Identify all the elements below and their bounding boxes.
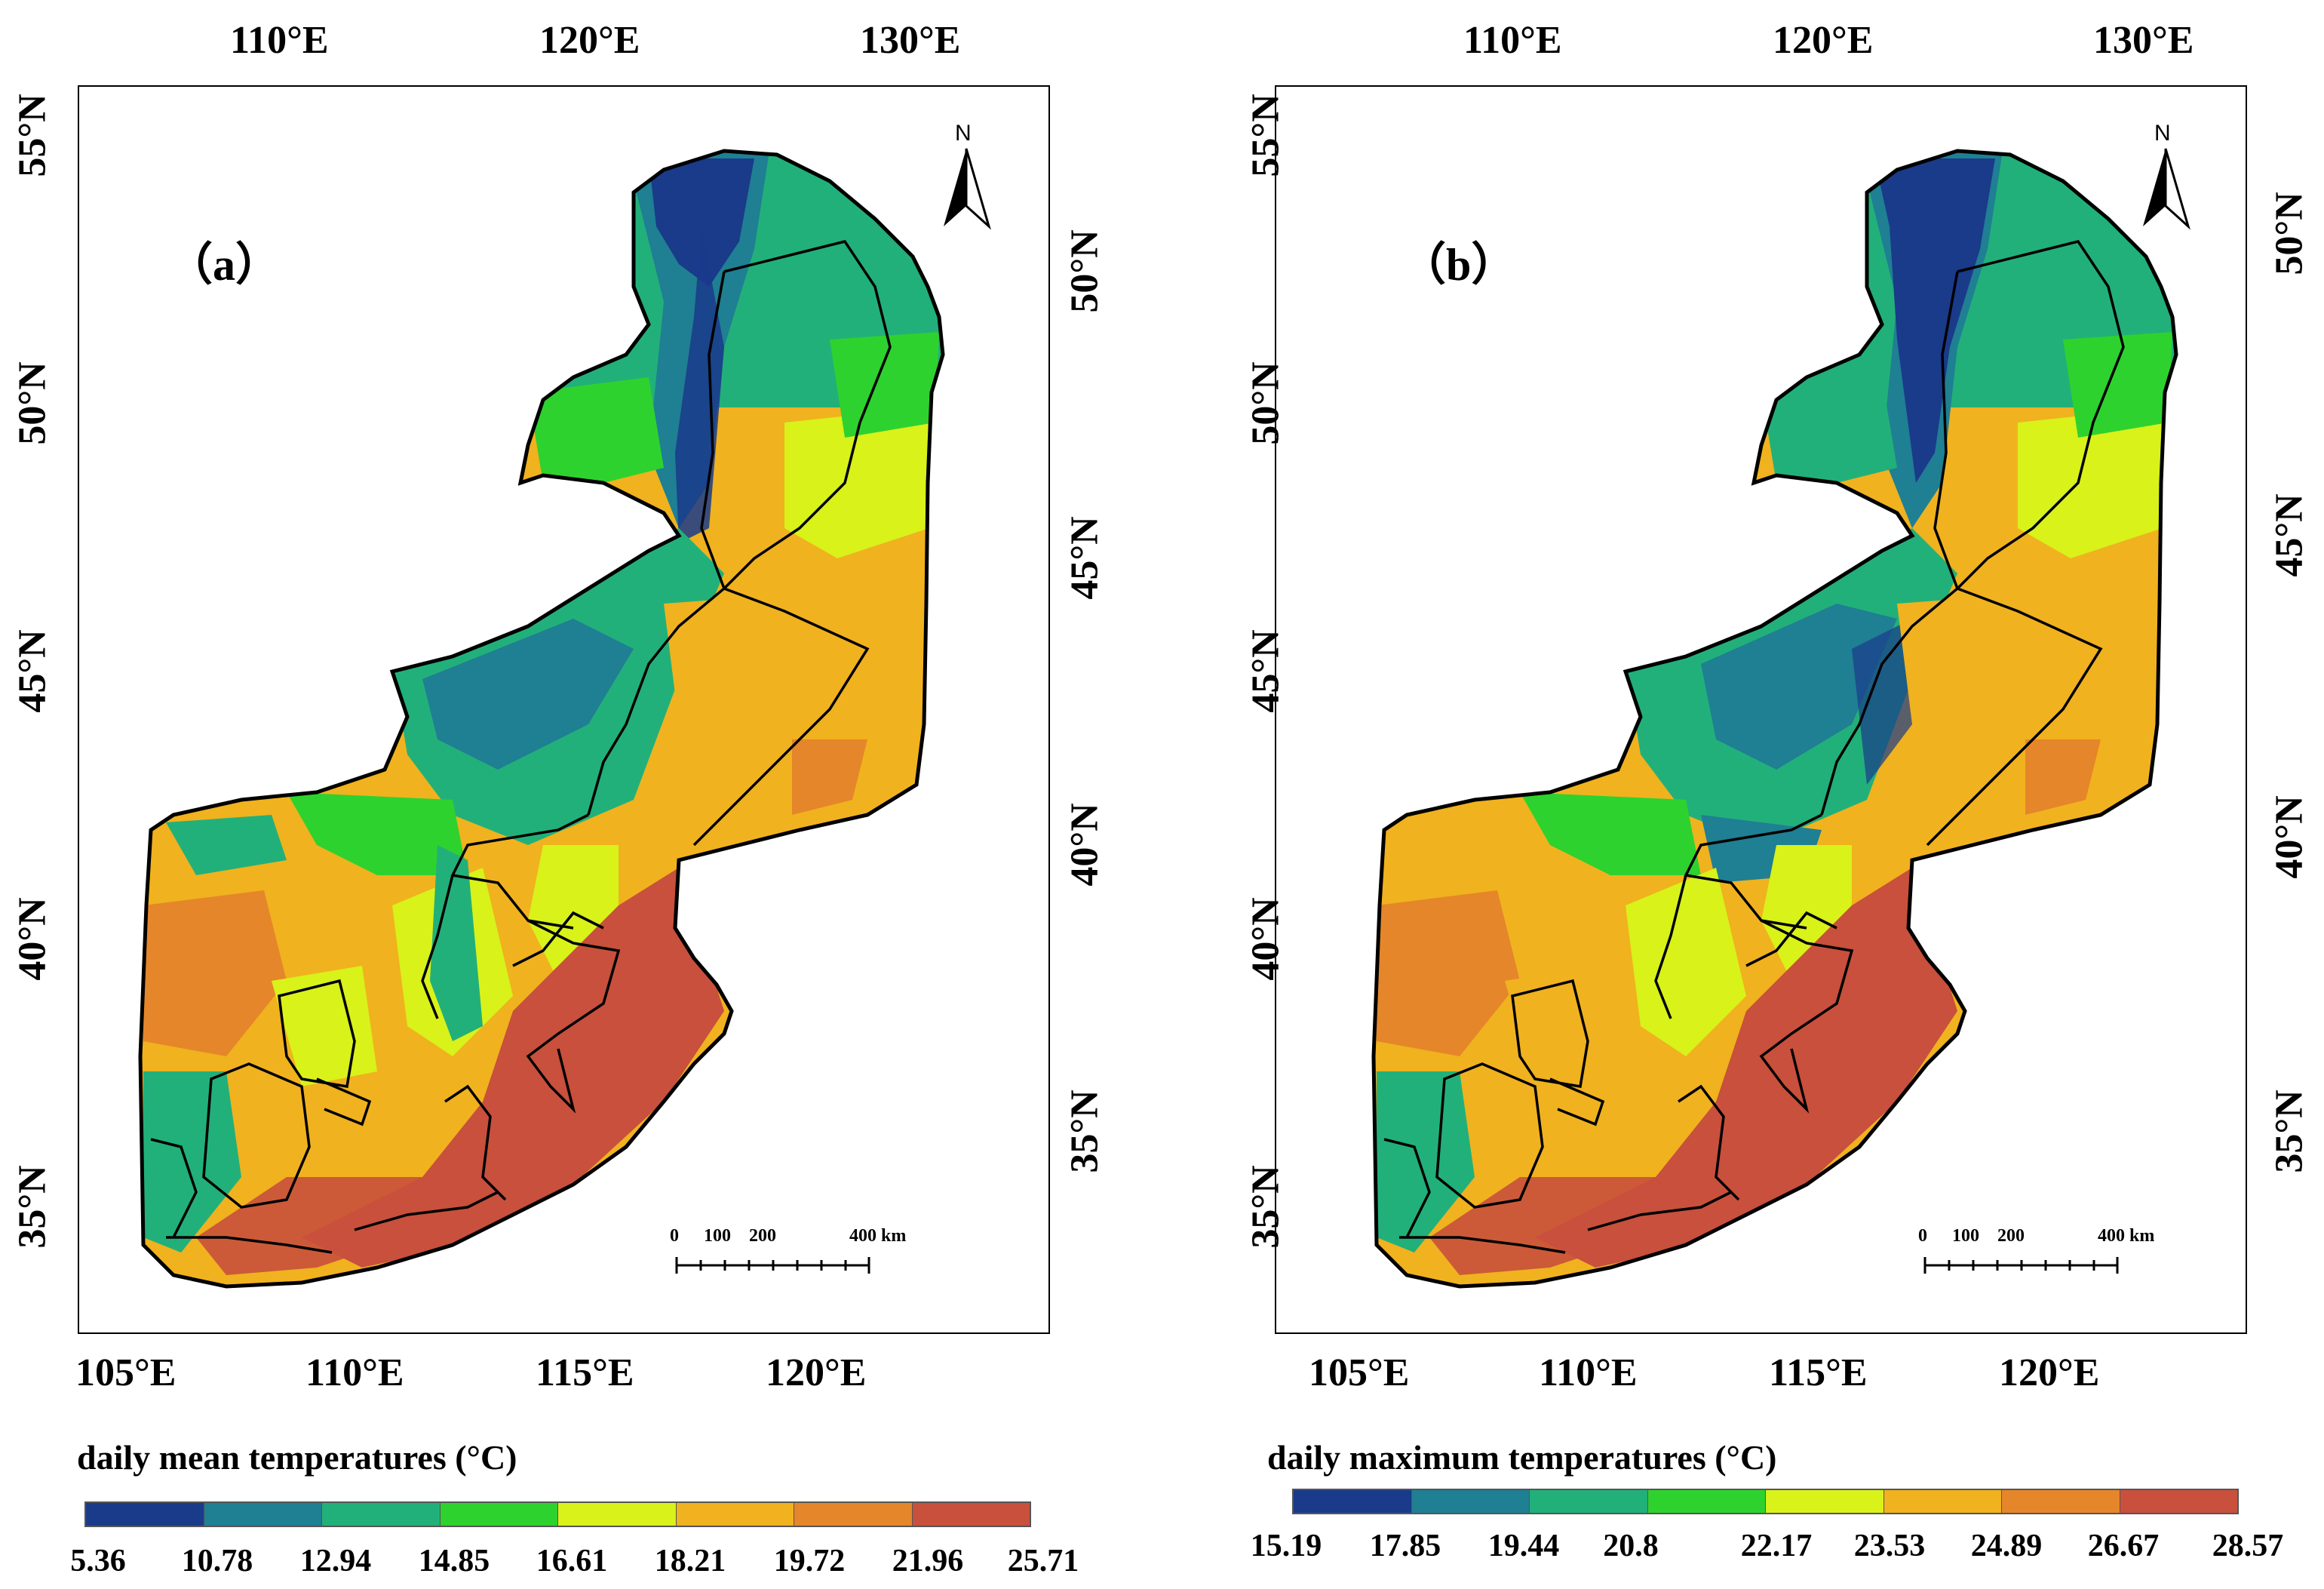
panel-label-b: （b） [1401,240,1517,290]
legend-swatch-b-2 [1411,1490,1530,1513]
legend-swatch-a-1 [86,1503,204,1526]
scale-bar-b [1923,1257,2119,1274]
scale-label-a-200: 200 [749,1226,776,1246]
legend-swatch-b-5 [1766,1490,1884,1513]
legend-value-a-6: 18.21 [654,1544,726,1578]
left-lat-tick-a-2: 50°N [11,361,54,445]
left-lat-tick-a-4: 40°N [11,897,54,981]
bottom-lon-tick-b-4: 120°E [1999,1351,2100,1394]
scale-label-a-400: 400 km [849,1226,907,1246]
legend-swatch-a-5 [558,1503,677,1526]
left-lat-tick-a-1: 55°N [11,94,54,177]
map-frame-a [78,85,1050,1334]
map-frame-b [1275,85,2247,1334]
legend-value-b-7: 24.89 [1970,1529,2043,1563]
scale-bar-a [675,1257,870,1274]
top-lon-tick-a-2: 120°E [539,19,640,62]
north-arrow-letter-a: N [955,121,972,146]
bottom-lon-tick-a-3: 115°E [536,1351,634,1394]
legend-value-a-7: 19.72 [773,1544,846,1578]
top-lon-tick-b-1: 110°E [1463,19,1562,62]
legend-bar-a [84,1501,1031,1527]
legend-value-a-3: 12.94 [299,1544,372,1578]
scale-label-b-400: 400 km [2098,1226,2155,1246]
legend-swatch-b-7 [2002,1490,2120,1513]
legend-value-b-8: 26.67 [2087,1529,2160,1563]
legend-swatch-a-8 [912,1503,1030,1526]
left-lat-tick-b-5: 35°N [1244,1165,1288,1249]
left-lat-tick-b-2: 50°N [1244,361,1288,445]
left-lat-tick-a-5: 35°N [11,1165,54,1249]
right-lat-tick-b-2: 45°N [2267,493,2311,577]
top-lon-tick-a-3: 130°E [860,19,961,62]
legend-swatch-b-8 [2120,1490,2237,1513]
legend-value-b-9: 28.57 [2212,1529,2284,1563]
legend-value-b-1: 15.19 [1250,1529,1322,1563]
legend-swatch-b-3 [1530,1490,1648,1513]
legend-value-a-1: 5.36 [70,1544,126,1578]
scale-label-b-0: 0 [1918,1226,1927,1246]
right-lat-tick-b-4: 35°N [2267,1090,2311,1173]
bottom-lon-tick-a-1: 105°E [75,1351,177,1394]
legend-bar-b [1292,1489,2239,1514]
top-lon-tick-b-3: 130°E [2093,19,2194,62]
right-lat-tick-b-3: 40°N [2267,795,2311,879]
legend-value-b-6: 23.53 [1853,1529,1926,1563]
north-arrow-icon [2143,148,2190,230]
legend-value-b-5: 22.17 [1740,1529,1813,1563]
legend-swatch-a-4 [440,1503,558,1526]
north-arrow-icon [944,148,991,230]
scale-label-a-0: 0 [670,1226,679,1246]
legend-title-a: daily mean temperatures (°C) [77,1438,517,1477]
north-arrow-letter-b: N [2154,121,2171,146]
top-lon-tick-b-2: 120°E [1773,19,1874,62]
bottom-lon-tick-b-1: 105°E [1309,1351,1410,1394]
left-lat-tick-b-3: 45°N [1244,629,1288,713]
bottom-lon-tick-a-2: 110°E [305,1351,404,1394]
legend-swatch-b-4 [1647,1490,1766,1513]
right-lat-tick-b-1: 50°N [2267,192,2311,275]
right-lat-tick-a-2: 45°N [1063,516,1107,600]
scale-label-b-100: 100 [1952,1226,1979,1246]
legend-swatch-a-3 [322,1503,441,1526]
legend-swatch-a-2 [204,1503,322,1526]
temperature-map-b [1371,149,2178,1289]
legend-value-a-2: 10.78 [181,1544,253,1578]
legend-value-b-2: 17.85 [1369,1529,1441,1563]
right-lat-tick-a-3: 40°N [1063,803,1107,887]
legend-swatch-a-6 [676,1503,794,1526]
right-lat-tick-a-1: 50°N [1063,229,1107,313]
legend-value-a-5: 16.61 [536,1544,608,1578]
right-lat-tick-a-4: 35°N [1063,1090,1107,1173]
top-lon-tick-a-1: 110°E [230,19,329,62]
legend-value-b-4: 20.8 [1603,1529,1659,1563]
legend-swatch-a-7 [794,1503,913,1526]
scale-label-a-100: 100 [704,1226,731,1246]
scale-label-b-200: 200 [1997,1226,2025,1246]
bottom-lon-tick-b-3: 115°E [1769,1351,1868,1394]
legend-value-a-8: 21.96 [892,1544,964,1578]
legend-title-b: daily maximum temperatures (°C) [1267,1438,1777,1477]
legend-value-a-4: 14.85 [418,1544,490,1578]
left-lat-tick-a-3: 45°N [11,629,54,713]
legend-value-b-3: 19.44 [1487,1529,1560,1563]
legend-value-a-9: 25.71 [1007,1544,1079,1578]
left-lat-tick-b-4: 40°N [1244,897,1288,981]
left-lat-tick-b-1: 55°N [1244,94,1288,177]
bottom-lon-tick-b-2: 110°E [1539,1351,1638,1394]
panel-label-a: （a） [167,240,281,290]
legend-swatch-b-6 [1883,1490,2002,1513]
legend-swatch-b-1 [1294,1490,1412,1513]
bottom-lon-tick-a-4: 120°E [766,1351,867,1394]
